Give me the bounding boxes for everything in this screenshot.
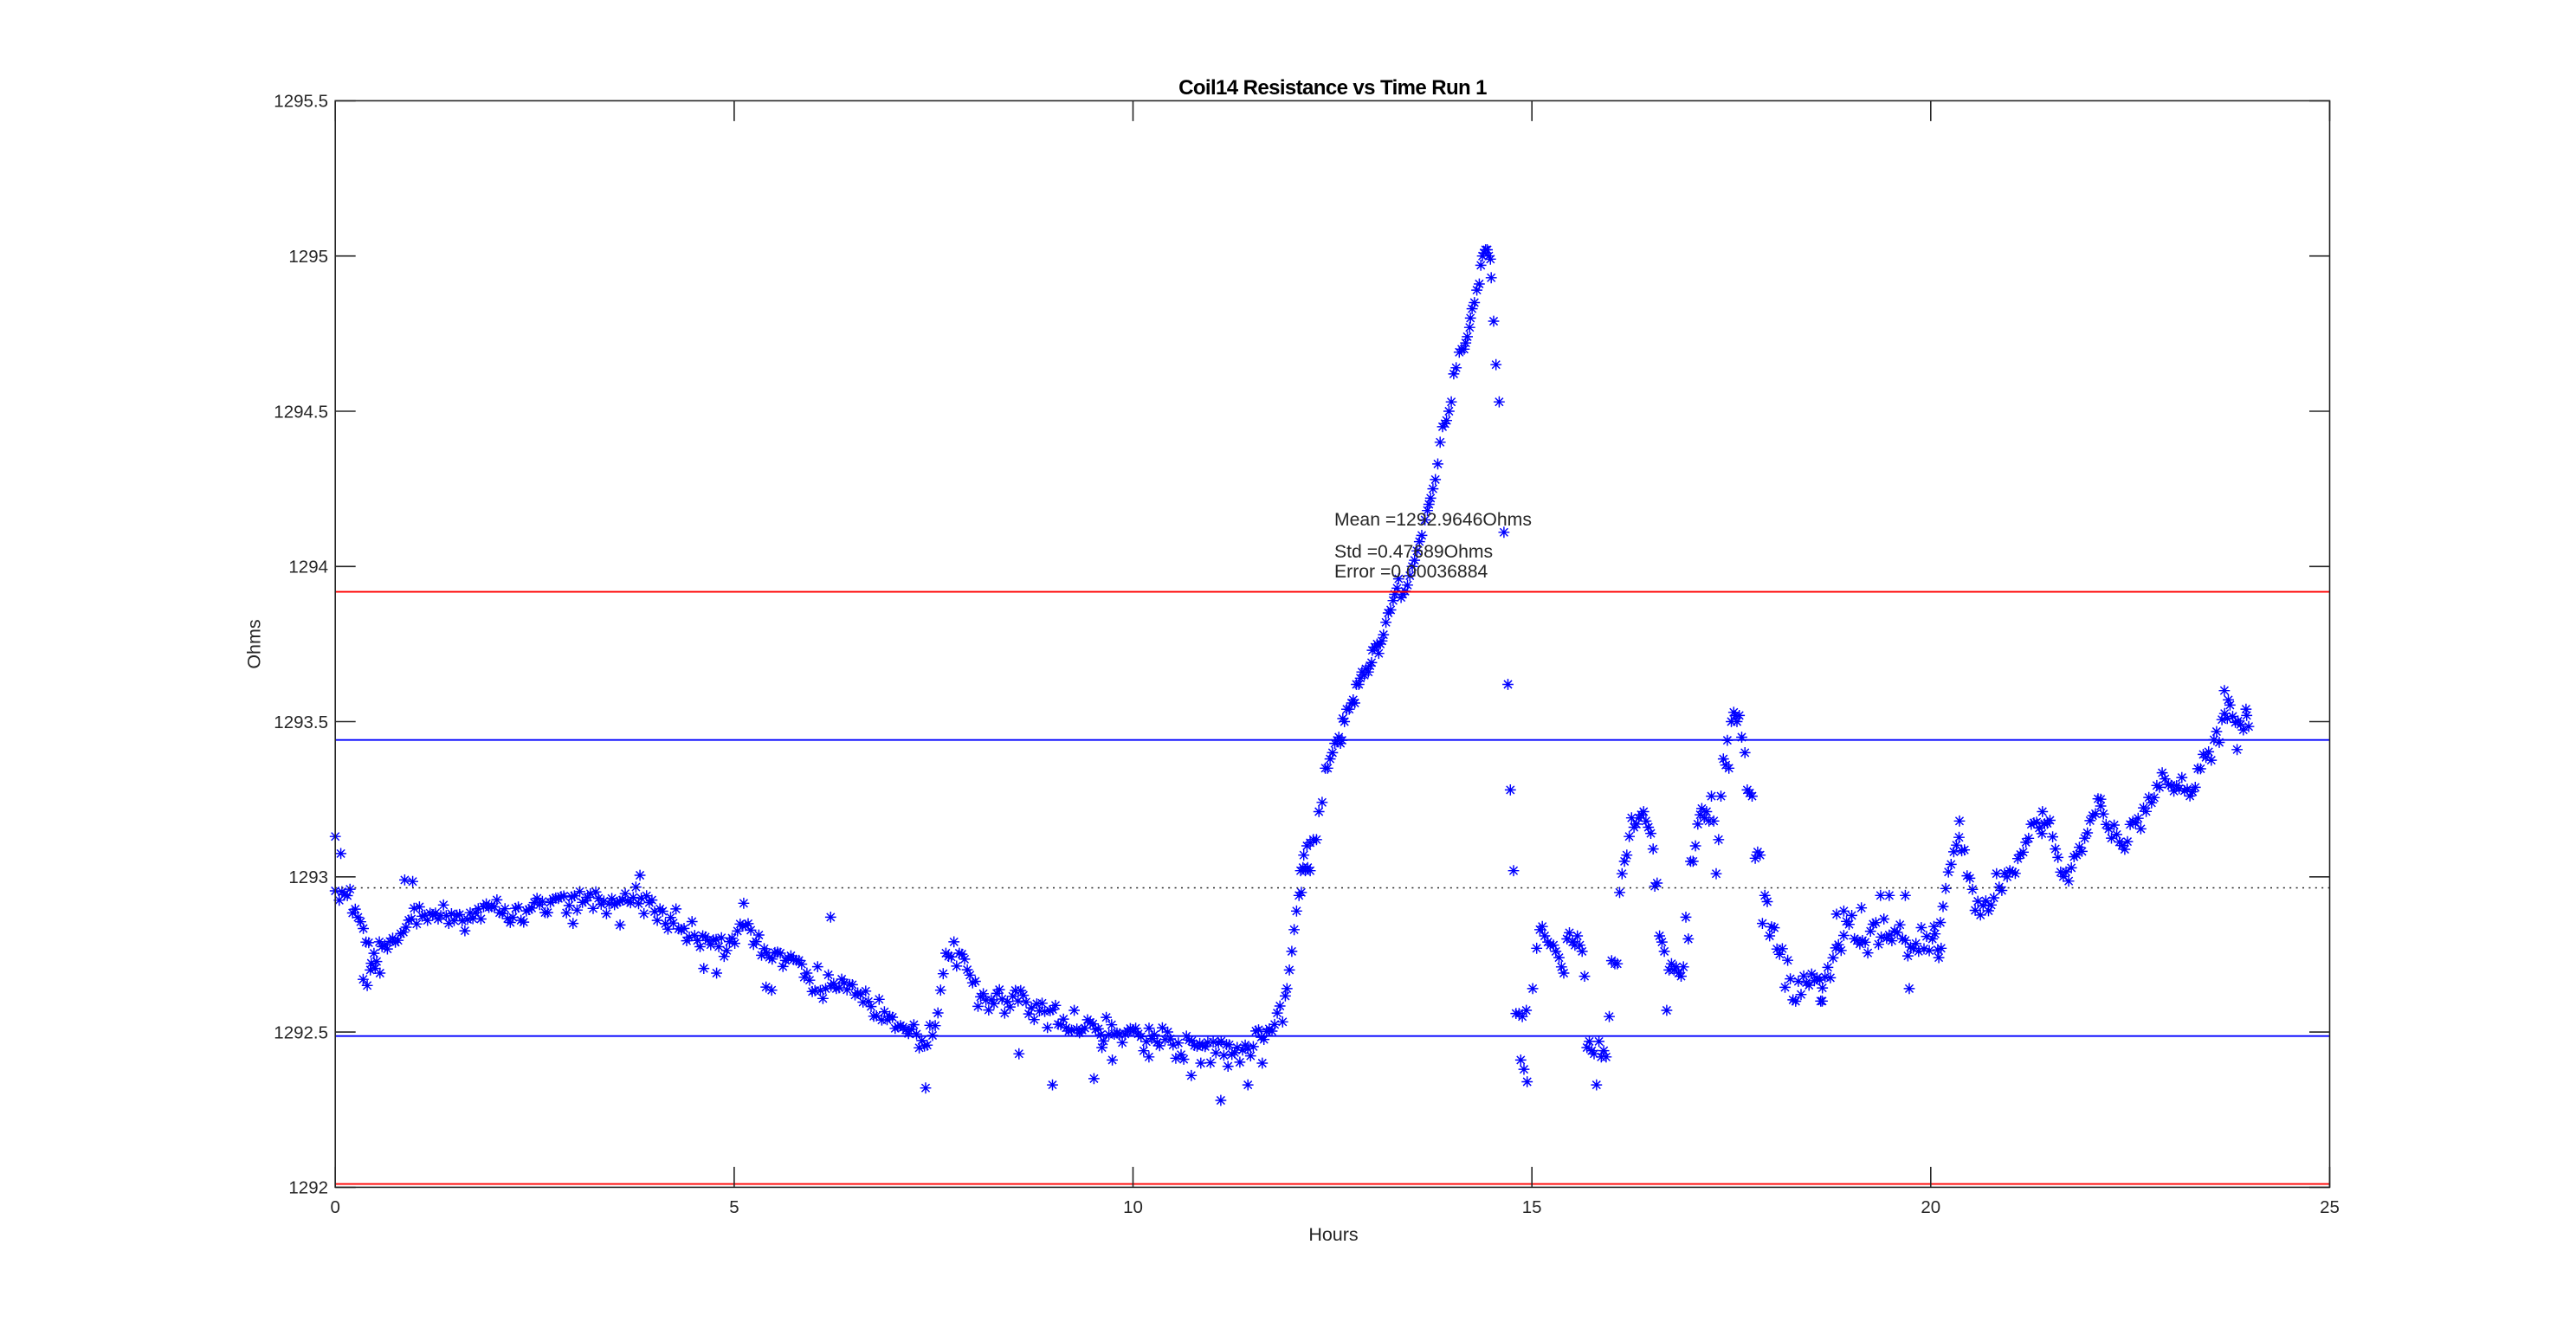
svg-text:1293.5: 1293.5 [274,713,328,732]
svg-text:Hours: Hours [1308,1224,1358,1245]
svg-text:Coil14 Resistance vs Time Run: Coil14 Resistance vs Time Run 1 [1178,76,1487,100]
svg-text:1292.5: 1292.5 [274,1022,328,1042]
svg-text:1295.5: 1295.5 [274,92,328,112]
svg-text:1292: 1292 [288,1178,328,1198]
svg-text:10: 10 [1123,1197,1143,1217]
svg-text:1294.5: 1294.5 [274,402,328,422]
svg-text:1294: 1294 [288,558,328,577]
svg-text:Mean =1292.9646Ohms: Mean =1292.9646Ohms [1334,510,1532,530]
svg-text:5: 5 [729,1197,739,1217]
svg-text:0: 0 [330,1197,339,1217]
svg-text:Std =0.47689Ohms: Std =0.47689Ohms [1334,542,1493,562]
svg-text:15: 15 [1522,1197,1542,1217]
svg-text:1293: 1293 [288,867,328,887]
svg-text:20: 20 [1921,1197,1940,1217]
svg-text:25: 25 [2320,1197,2340,1217]
svg-text:Ohms: Ohms [244,619,265,668]
svg-text:1295: 1295 [288,247,328,267]
svg-text:Error =0.00036884: Error =0.00036884 [1334,562,1488,582]
